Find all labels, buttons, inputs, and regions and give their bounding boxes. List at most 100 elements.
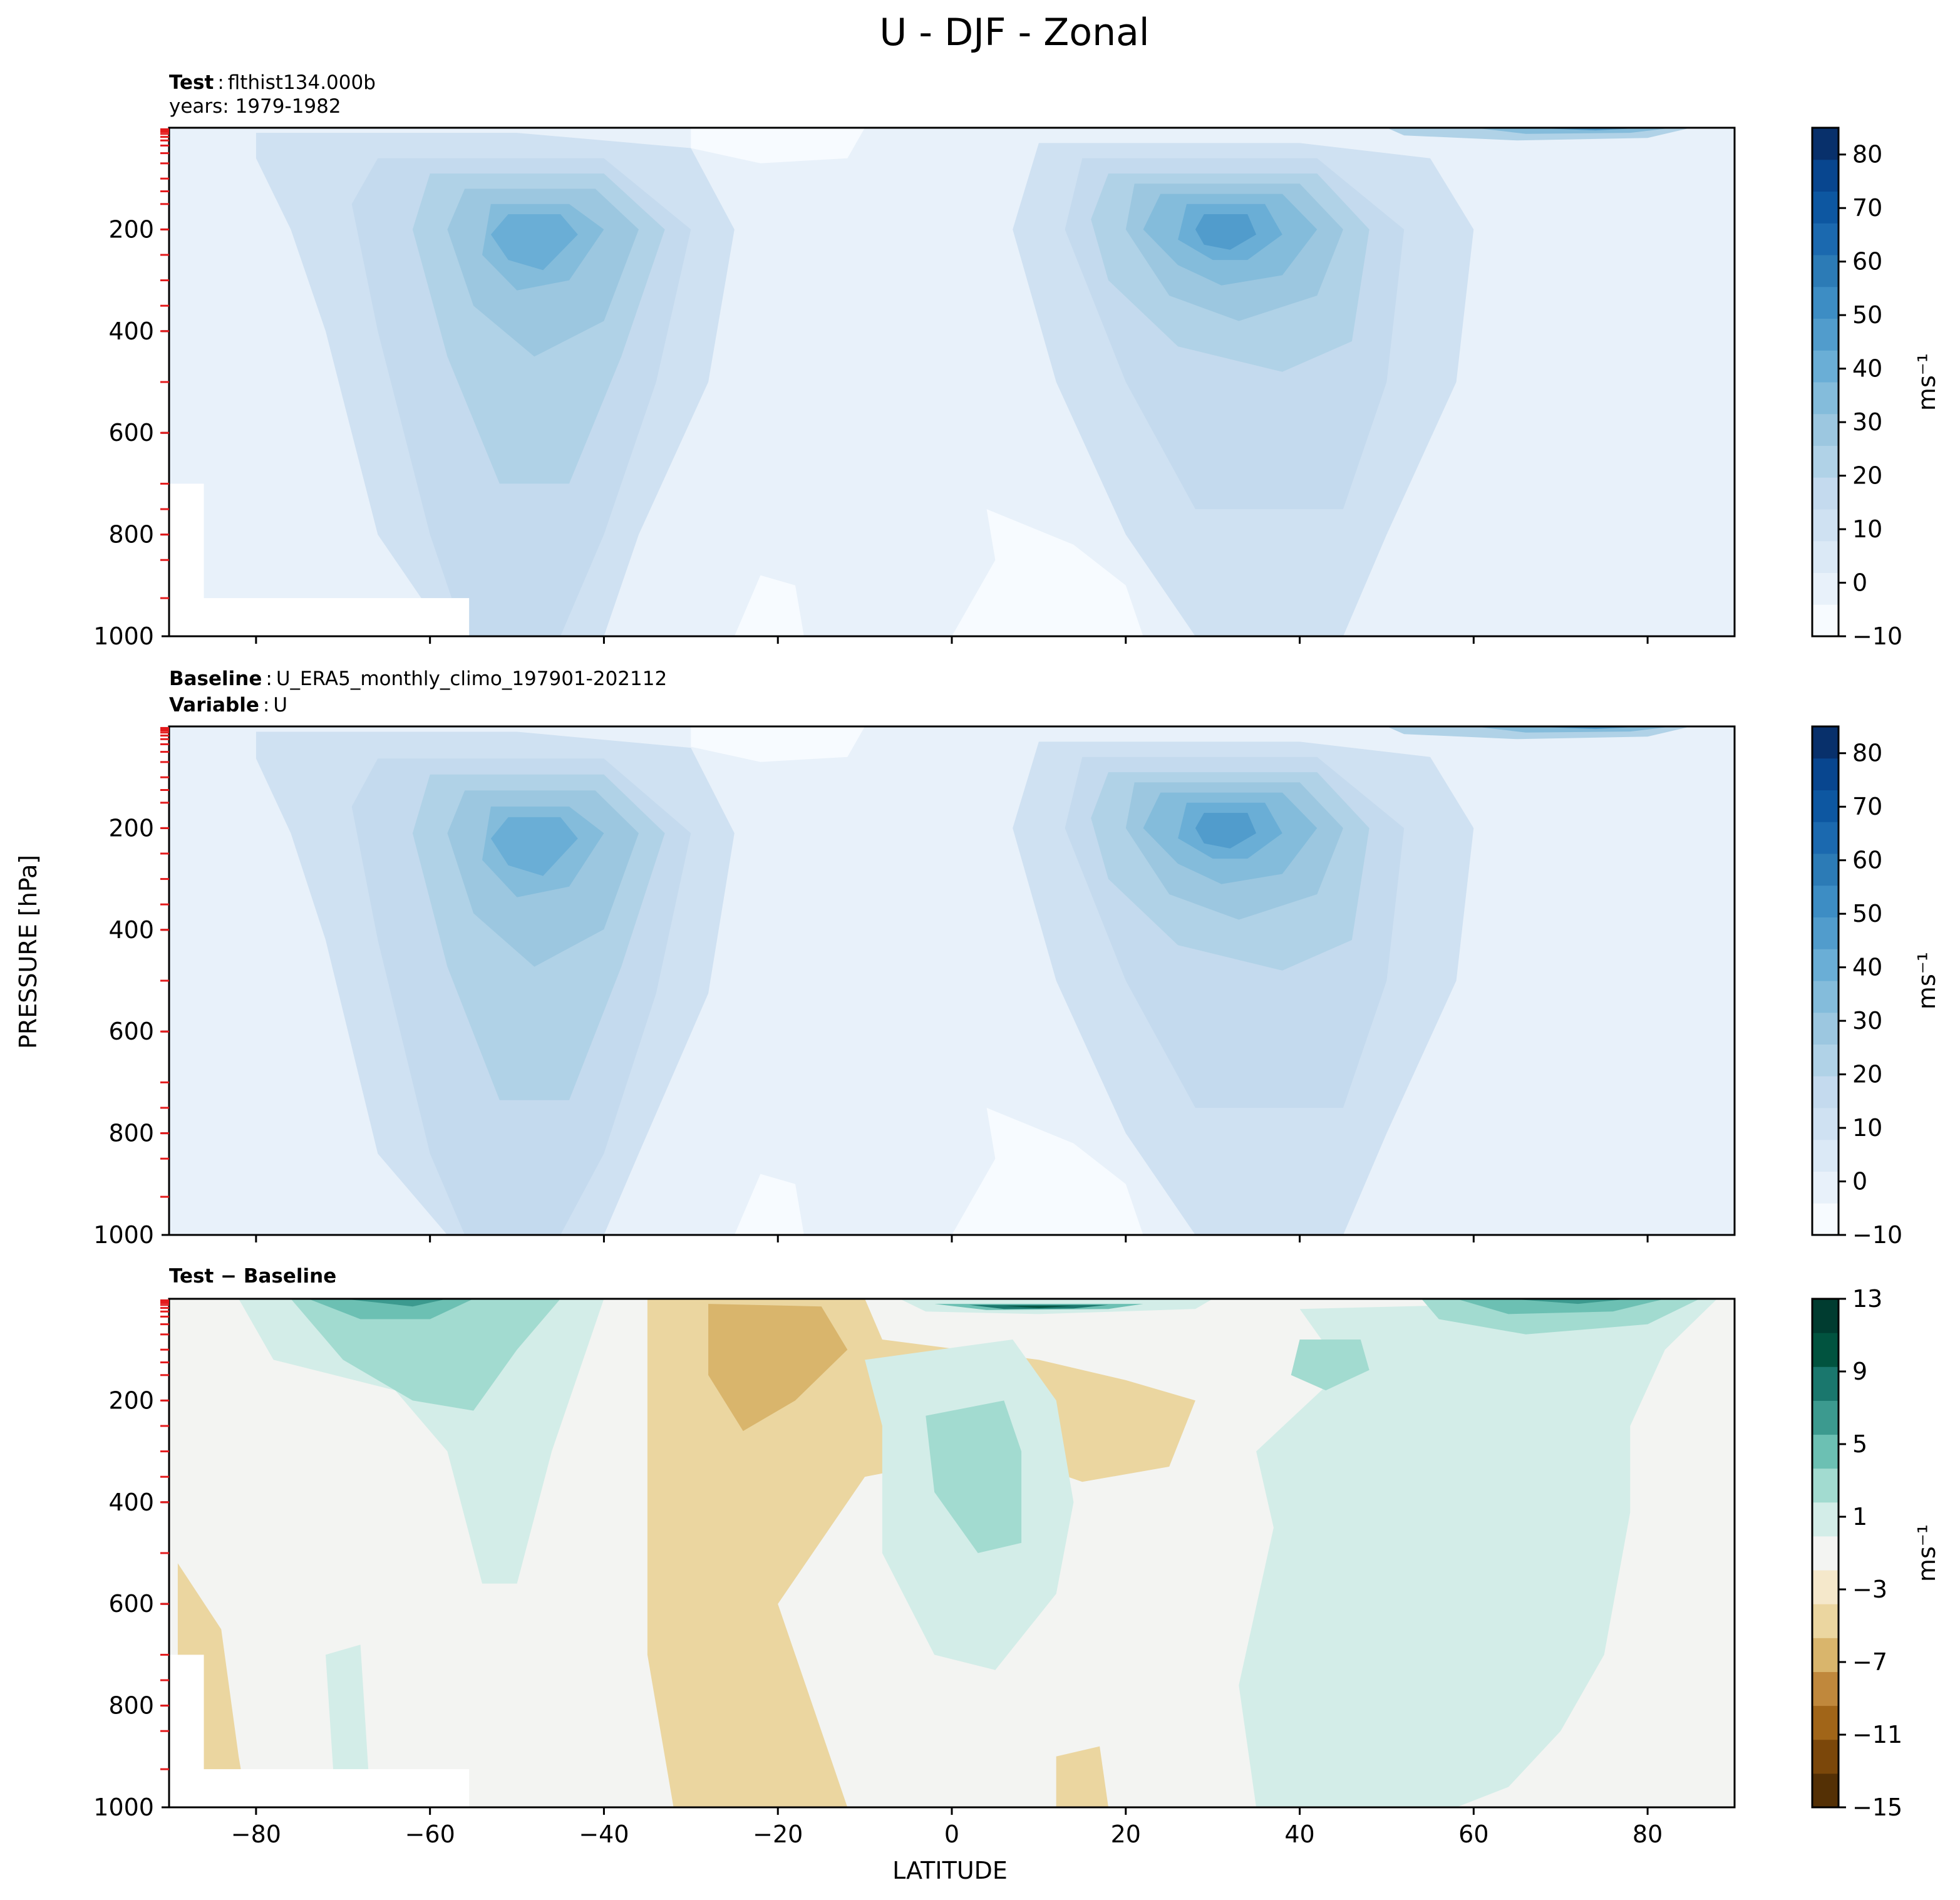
colorbar-swatch <box>1812 1739 1839 1774</box>
colorbar-swatch <box>1812 949 1839 981</box>
contour-band <box>734 1174 804 1235</box>
colorbar-swatch <box>1812 758 1839 790</box>
colorbar-tick-label: 70 <box>1852 194 1882 222</box>
colorbar-tick-label: 5 <box>1852 1430 1867 1458</box>
y-tick-label: 200 <box>108 215 154 243</box>
difference-contour-panel: 200 400 600 800 1000 −80 −60 −40 −20 0 20 40 60 80 <box>93 1298 1736 1848</box>
test-years-label: years: 1979-1982 <box>169 95 341 118</box>
colorbar-swatch <box>1812 255 1839 287</box>
difference-colorbar-unit: ms⁻¹ <box>1913 1524 1941 1582</box>
contour-band <box>952 509 1143 636</box>
x-tick-label: 0 <box>944 1820 959 1848</box>
colorbar-tick-label: −11 <box>1852 1721 1902 1748</box>
y-tick-label: 200 <box>108 814 154 842</box>
contour-band <box>926 1400 1022 1553</box>
contour-band <box>490 214 578 271</box>
contour-band <box>490 817 578 876</box>
x-tick-label: −80 <box>231 1820 281 1848</box>
colorbar-swatch <box>1812 413 1839 446</box>
colorbar-swatch <box>1812 1502 1839 1537</box>
colorbar-tick-label: 60 <box>1852 248 1882 276</box>
missing-data-mask <box>169 598 470 636</box>
colorbar-swatch <box>1812 1076 1839 1108</box>
x-tick-label: −60 <box>405 1820 455 1848</box>
colorbar-swatch <box>1812 1705 1839 1740</box>
diff-panel-label: Test − Baseline <box>169 1265 336 1288</box>
colorbar-frame <box>1811 1298 1840 1809</box>
colorbar-tick-label: 10 <box>1852 1114 1882 1142</box>
colorbar-swatch <box>1812 885 1839 917</box>
colorbar-swatch <box>1812 382 1839 415</box>
colorbar-swatch <box>1812 1638 1839 1672</box>
x-tick-label: −40 <box>579 1820 629 1848</box>
y-tick-label: 400 <box>108 318 154 345</box>
contour-band <box>1195 813 1257 849</box>
colorbar-swatch <box>1812 1044 1839 1076</box>
test-colorbar: −10 0 10 20 30 40 50 60 70 80 <box>1811 126 1902 650</box>
test-panel-label: Test: flthist134.000b <box>169 71 376 94</box>
colorbar-tick-label: −3 <box>1852 1576 1887 1603</box>
colorbar-swatch <box>1812 1012 1839 1045</box>
colorbar-tick-label: 0 <box>1852 1168 1867 1195</box>
difference-colorbar: −15 −11 −7 −3 1 5 9 13 <box>1811 1285 1902 1821</box>
colorbar-frame <box>1811 126 1840 638</box>
colorbar-swatch <box>1812 1171 1839 1204</box>
colorbar-swatch <box>1812 350 1839 383</box>
colorbar-swatch <box>1812 1299 1839 1333</box>
y-tick-label: 800 <box>108 1120 154 1147</box>
colorbar-swatch <box>1812 790 1839 822</box>
colorbar-swatch <box>1812 445 1839 478</box>
colorbar-tick-label: 20 <box>1852 1061 1882 1088</box>
contour-band <box>1508 1299 1631 1304</box>
colorbar-swatch <box>1812 822 1839 854</box>
colorbar-swatch <box>1812 318 1839 351</box>
y-tick-label: 1000 <box>93 1794 154 1821</box>
colorbar-tick-label: 60 <box>1852 847 1882 874</box>
x-tick-label: 60 <box>1458 1820 1488 1848</box>
colorbar-tick-label: 1 <box>1852 1503 1867 1531</box>
colorbar-swatch <box>1812 286 1839 319</box>
x-tick-label: 20 <box>1111 1820 1141 1848</box>
contour-band <box>343 1299 448 1307</box>
colorbar-swatch <box>1812 191 1839 224</box>
colorbar-swatch <box>1812 1536 1839 1571</box>
colorbar-swatch <box>1812 854 1839 886</box>
baseline-contour-panel: 200 400 600 800 1000 <box>93 725 1736 1249</box>
colorbar-swatch <box>1812 981 1839 1013</box>
colorbar-tick-label: 80 <box>1852 141 1882 168</box>
contour-band <box>308 1299 474 1319</box>
colorbar-swatch <box>1812 917 1839 949</box>
contour-band <box>239 1299 604 1584</box>
contour-band <box>326 1644 369 1787</box>
colorbar-swatch <box>1812 1434 1839 1469</box>
colorbar-tick-label: 30 <box>1852 1007 1882 1035</box>
baseline-colorbar: −10 0 10 20 30 40 50 60 70 80 <box>1811 725 1902 1249</box>
colorbar-tick-label: −15 <box>1852 1794 1902 1821</box>
contour-band <box>734 575 804 636</box>
colorbar-tick-label: 40 <box>1852 355 1882 383</box>
colorbar-tick-label: 30 <box>1852 408 1882 436</box>
colorbar-swatch <box>1812 572 1839 605</box>
contour-band <box>1056 1746 1108 1807</box>
y-tick-label: 800 <box>108 1692 154 1720</box>
colorbar-swatch <box>1812 1773 1839 1808</box>
y-axis-label: PRESSURE [hPa] <box>14 855 42 1049</box>
colorbar-swatch <box>1812 1203 1839 1236</box>
colorbar-tick-label: −10 <box>1852 622 1902 650</box>
y-tick-label: 600 <box>108 1590 154 1618</box>
colorbar-swatch <box>1812 726 1839 759</box>
colorbar-swatch <box>1812 1333 1839 1367</box>
colorbar-swatch <box>1812 540 1839 573</box>
colorbar-swatch <box>1812 223 1839 256</box>
colorbar-swatch <box>1812 1139 1839 1172</box>
contour-band <box>1473 128 1674 134</box>
colorbar-tick-label: 9 <box>1852 1358 1867 1385</box>
colorbar-tick-label: 50 <box>1852 900 1882 927</box>
test-colorbar-unit: ms⁻¹ <box>1913 353 1941 411</box>
colorbar-tick-label: 70 <box>1852 793 1882 820</box>
y-tick-label: 200 <box>108 1386 154 1414</box>
y-tick-label: 800 <box>108 521 154 549</box>
colorbar-tick-label: −10 <box>1852 1221 1902 1249</box>
contour-band <box>291 1299 560 1411</box>
